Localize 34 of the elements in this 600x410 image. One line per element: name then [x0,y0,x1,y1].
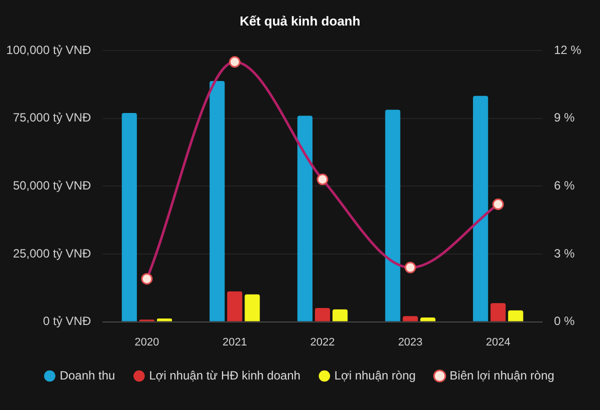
legend-label: Lợi nhuận từ HĐ kinh doanh [149,368,300,382]
bar [420,317,436,322]
bar [332,309,348,322]
bar [122,112,137,322]
bar [156,318,172,322]
bar [314,308,330,322]
legend-label: Biên lợi nhuận ròng [450,368,554,382]
y-tick-label: 50,000 tỷ VNĐ [12,178,92,193]
x-tick-label: 2023 [398,336,423,348]
x-tick-label: 2022 [310,336,335,348]
bar [227,291,242,322]
bar [402,316,418,322]
bar [490,303,506,322]
y-tick-label: 0 tỷ VNĐ [42,314,92,328]
y2-tick-label: 9 % [554,110,576,125]
y-tick-label: 25,000 tỷ VNĐ [12,246,92,260]
bar [244,294,260,322]
bar [508,310,524,322]
x-tick-label: 2024 [486,336,510,348]
y2-tick-label: 0 % [554,314,576,328]
bar [297,116,312,322]
chart-title: Kết quả kinh doanh [240,13,360,28]
legend-label: Doanh thu [60,368,116,382]
x-tick-label: 2021 [222,336,247,348]
y-tick-label: 75,000 tỷ VNĐ [12,110,92,125]
y2-tick-label: 6 % [554,178,576,193]
y-tick-label: 100,000 tỷ VNĐ [6,42,92,57]
bar [210,80,225,322]
x-tick-label: 2020 [134,336,160,348]
y2-tick-label: 12 % [554,42,582,57]
legend-label: Lợi nhuận ròng [334,368,416,382]
bar [385,110,400,322]
y2-tick-label: 3 % [554,246,576,260]
bar [472,96,488,322]
